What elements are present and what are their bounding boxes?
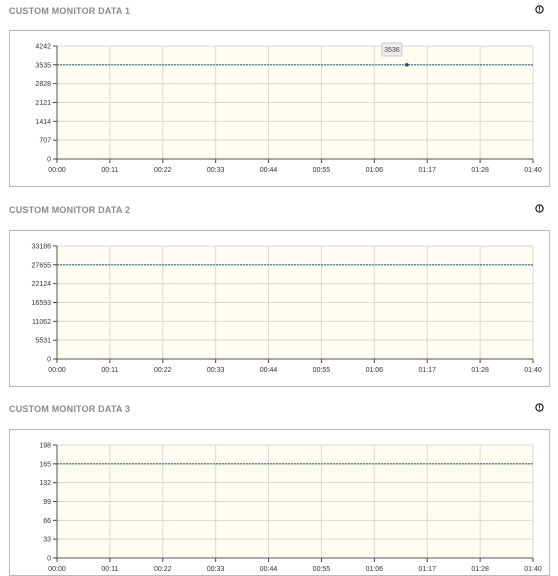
info-icon[interactable] xyxy=(535,5,544,14)
y-tick-label: 99 xyxy=(43,499,51,506)
x-tick-label: 01:17 xyxy=(418,566,436,573)
x-tick-label: 00:00 xyxy=(48,566,66,573)
chart-container: 0 5531 11062 16593 22124 27655 33186 00:00 00:11… xyxy=(9,230,550,387)
tooltip-box xyxy=(381,42,403,57)
x-tick-label: 01:28 xyxy=(471,367,489,374)
x-tick-label: 00:44 xyxy=(260,167,278,174)
x-tick-label: 01:17 xyxy=(418,167,436,174)
x-tick-label: 01:06 xyxy=(366,167,384,174)
panel-title: CUSTOM MONITOR DATA 2 xyxy=(9,205,131,215)
y-tick-label: 33186 xyxy=(32,244,52,251)
info-icon[interactable] xyxy=(535,403,544,412)
y-tick-label: 66 xyxy=(43,518,51,525)
x-tick-label: 00:22 xyxy=(154,566,172,573)
tooltip-value: 3536 xyxy=(384,47,400,54)
y-tick-label: 0 xyxy=(47,556,51,563)
x-tick-label: 00:00 xyxy=(48,367,66,374)
y-tick-label: 2121 xyxy=(35,100,51,107)
x-tick-label: 00:33 xyxy=(207,167,225,174)
x-tick-label: 00:55 xyxy=(313,167,331,174)
x-tick-label: 00:44 xyxy=(260,367,278,374)
info-icon[interactable] xyxy=(535,204,544,213)
x-tick-label: 00:11 xyxy=(101,566,118,573)
y-tick-label: 3535 xyxy=(35,62,51,69)
y-tick-label: 4242 xyxy=(35,44,51,51)
x-tick-label: 01:28 xyxy=(471,566,489,573)
y-tick-label: 132 xyxy=(39,480,51,487)
x-tick-label: 00:11 xyxy=(101,367,118,374)
x-tick-label: 01:06 xyxy=(366,566,384,573)
x-tick-label: 01:40 xyxy=(524,566,542,573)
line-chart: 0 707 1414 2121 2828 3535 4242 00:00 00:11 00:22 0… xyxy=(35,42,542,174)
x-tick-label: 00:22 xyxy=(154,367,172,374)
x-tick-label: 01:06 xyxy=(366,367,384,374)
x-tick-label: 00:55 xyxy=(313,566,331,573)
x-tick-label: 01:40 xyxy=(524,167,542,174)
line-chart: 0 5531 11062 16593 22124 27655 33186 00:00 00:11… xyxy=(32,244,542,375)
x-tick-label: 00:33 xyxy=(207,566,225,573)
x-tick-label: 00:11 xyxy=(101,167,118,174)
y-tick-label: 22124 xyxy=(32,281,52,288)
x-tick-label: 01:17 xyxy=(418,367,436,374)
x-tick-label: 01:40 xyxy=(524,367,542,374)
y-tick-label: 5531 xyxy=(35,338,51,345)
y-tick-label: 707 xyxy=(39,138,51,145)
x-tick-label: 00:33 xyxy=(207,367,225,374)
x-tick-label: 00:00 xyxy=(48,167,66,174)
data-point-marker[interactable] xyxy=(405,63,409,67)
x-tick-label: 00:22 xyxy=(154,167,172,174)
x-tick-label: 00:55 xyxy=(313,367,331,374)
y-tick-label: 27655 xyxy=(32,262,52,269)
y-tick-label: 16593 xyxy=(32,300,52,307)
panel-title: CUSTOM MONITOR DATA 1 xyxy=(9,6,131,16)
x-tick-label: 01:28 xyxy=(471,167,489,174)
y-tick-label: 33 xyxy=(43,537,51,544)
chart-container: 0 33 66 99 132 165 198 00:00 00:11 00:22 00:33 00:4… xyxy=(9,429,550,576)
y-tick-label: 2828 xyxy=(35,81,51,88)
y-tick-label: 11062 xyxy=(32,319,51,326)
y-tick-label: 1414 xyxy=(35,119,51,126)
x-tick-label: 00:44 xyxy=(260,566,278,573)
y-tick-label: 0 xyxy=(47,157,51,164)
line-chart: 0 33 66 99 132 165 198 00:00 00:11 00:22 00:33 00:4… xyxy=(39,443,542,574)
panel-title: CUSTOM MONITOR DATA 3 xyxy=(9,404,131,414)
y-tick-label: 165 xyxy=(39,461,51,468)
chart-container: 0 707 1414 2121 2828 3535 4242 00:00 00:11 00:22 0… xyxy=(9,30,550,187)
y-tick-label: 0 xyxy=(47,357,51,364)
y-tick-label: 198 xyxy=(39,443,51,450)
